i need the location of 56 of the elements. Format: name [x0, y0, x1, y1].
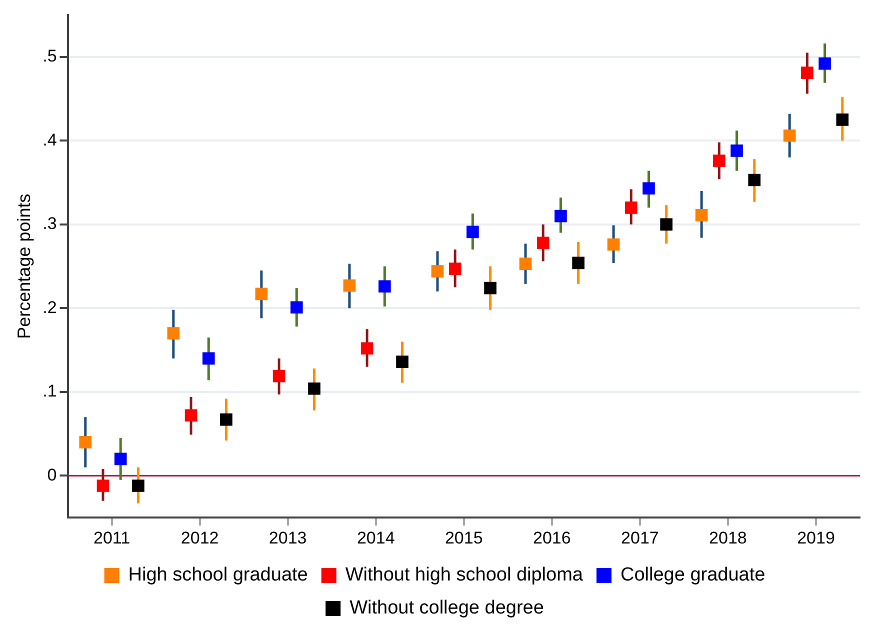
- x-tick-label: 2016: [533, 528, 571, 548]
- x-tick-label: 2011: [94, 528, 130, 548]
- point: [607, 238, 620, 251]
- point: [730, 144, 743, 157]
- x-tick-label: 2012: [180, 528, 219, 548]
- legend-label: College graduate: [620, 564, 766, 586]
- y-tick-label: 0: [47, 465, 57, 484]
- point: [396, 356, 408, 368]
- point: [220, 413, 232, 426]
- point: [801, 66, 814, 79]
- x-tick-label: 2014: [356, 528, 395, 548]
- y-tick-label: .1: [42, 382, 57, 401]
- point: [308, 382, 320, 395]
- y-tick-label: .4: [42, 130, 57, 150]
- point: [167, 327, 180, 340]
- y-axis-title: Percentage points: [14, 194, 34, 339]
- x-tick-label: 2013: [268, 528, 307, 548]
- point: [360, 342, 374, 355]
- point: [836, 114, 849, 126]
- point: [431, 265, 444, 278]
- y-tick-label: .3: [42, 214, 57, 234]
- point: [695, 209, 708, 222]
- point: [536, 236, 550, 249]
- point: [343, 279, 356, 292]
- x-tick-label: 2019: [797, 528, 835, 548]
- point: [484, 282, 496, 294]
- point: [554, 210, 567, 222]
- legend-label: Without high school diploma: [345, 564, 584, 586]
- x-tick-label: 2015: [444, 528, 483, 548]
- point: [132, 480, 144, 492]
- point: [624, 202, 638, 214]
- point: [202, 352, 215, 365]
- legend-label: High school graduate: [128, 564, 308, 586]
- point: [642, 182, 655, 195]
- point: [660, 218, 673, 231]
- point: [255, 288, 268, 300]
- y-tick-label: .2: [42, 298, 57, 317]
- point: [783, 129, 796, 142]
- point: [818, 57, 831, 70]
- point: [448, 262, 462, 275]
- point: [114, 452, 127, 466]
- legend-label: Without college degree: [350, 598, 544, 619]
- point: [466, 226, 479, 238]
- point: [184, 409, 198, 422]
- x-tick-label: 2017: [621, 528, 659, 548]
- point: [713, 154, 726, 167]
- point: [79, 436, 92, 448]
- point: [378, 280, 391, 293]
- point: [272, 370, 286, 382]
- point: [290, 301, 303, 314]
- y-tick-label: .5: [42, 46, 57, 66]
- point: [96, 480, 110, 492]
- point: [519, 258, 532, 270]
- point: [748, 174, 761, 186]
- point: [572, 256, 584, 270]
- x-tick-label: 2018: [709, 528, 747, 548]
